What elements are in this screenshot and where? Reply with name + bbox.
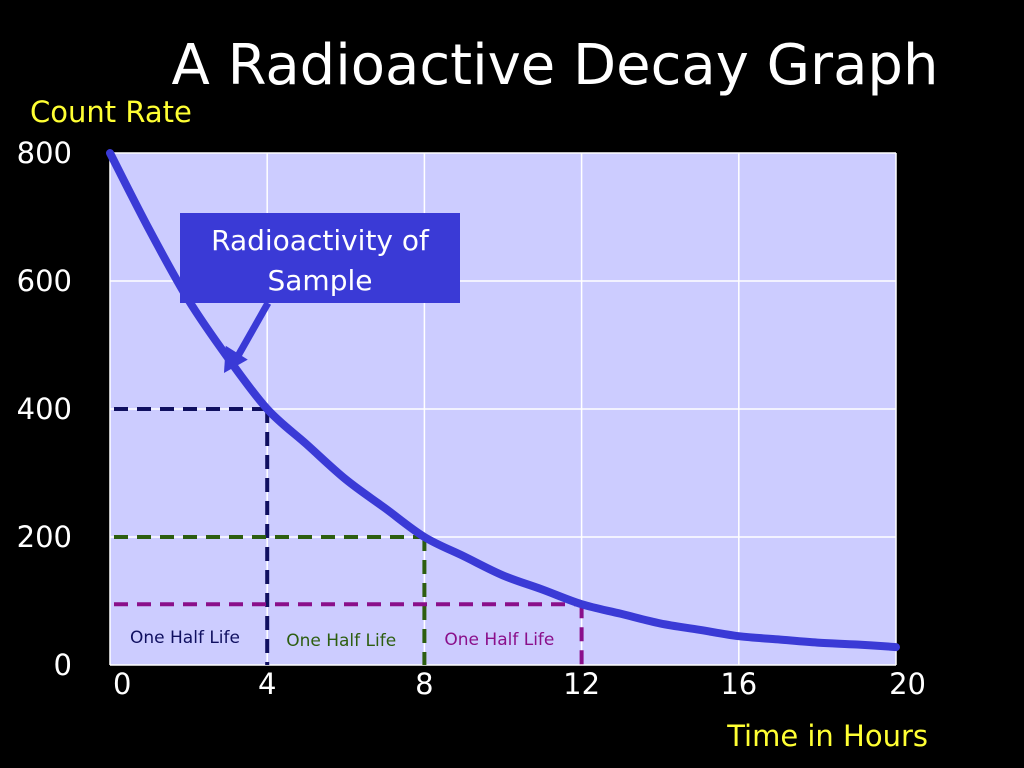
callout-arrow-head-0 xyxy=(223,345,248,373)
chart-title: A Radioactive Decay Graph xyxy=(172,33,939,98)
half-life-label-1: One Half Life xyxy=(286,631,396,651)
y-tick-label-4: 800 xyxy=(17,136,72,170)
x-axis-label: Time in Hours xyxy=(726,719,928,753)
half-life-label-2: One Half Life xyxy=(444,630,554,650)
half-life-label-0: One Half Life xyxy=(130,628,240,648)
callout-line-2-0: Sample xyxy=(268,264,373,297)
x-tick-label-5: 20 xyxy=(889,667,926,701)
callout-line-1-0: Radioactivity of xyxy=(211,224,430,257)
callout-box-0 xyxy=(180,213,460,303)
y-tick-label-0: 0 xyxy=(54,648,72,682)
callout-arrow-shaft-0 xyxy=(230,301,272,365)
y-tick-labels: 0 200 400 600 800 xyxy=(17,136,72,682)
y-axis-label: Count Rate xyxy=(30,95,192,129)
x-tick-label-0: 0 xyxy=(113,667,131,701)
half-life-markers: One Half Life One Half Life One Half Life xyxy=(114,407,584,665)
x-tick-labels: 0 4 8 12 16 20 xyxy=(113,667,926,701)
x-tick-label-2: 8 xyxy=(415,667,433,701)
x-tick-label-1: 4 xyxy=(258,667,276,701)
y-tick-label-3: 600 xyxy=(17,264,72,298)
x-tick-label-3: 12 xyxy=(563,667,600,701)
y-tick-label-1: 200 xyxy=(17,520,72,554)
y-tick-label-2: 400 xyxy=(17,392,72,426)
annotation-layer: Radioactivity of Sample xyxy=(180,213,460,373)
x-tick-label-4: 16 xyxy=(720,667,757,701)
